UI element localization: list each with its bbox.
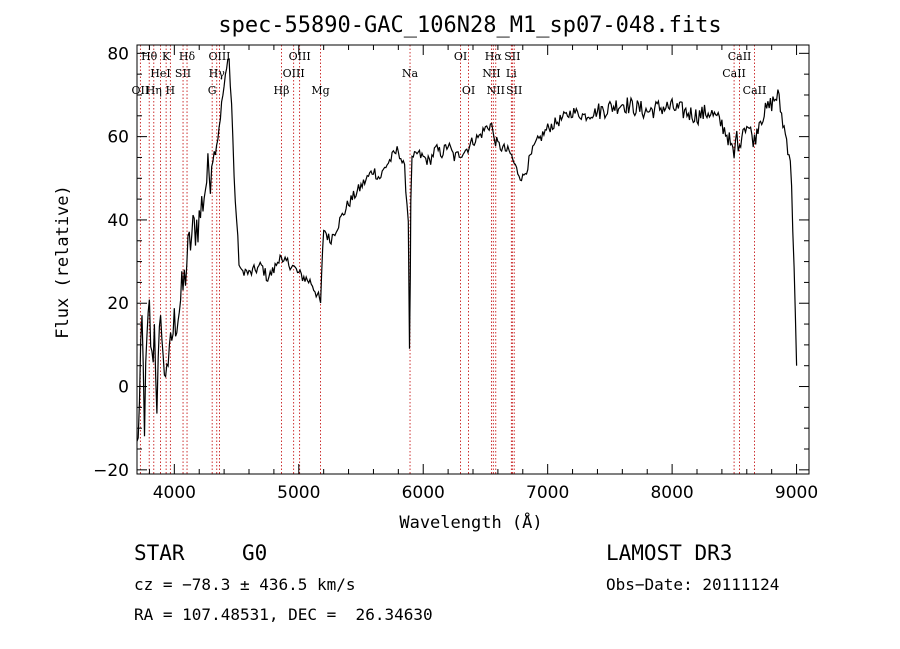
spectral-line-label: SII [504, 50, 520, 63]
spectral-line-label: OIII [208, 50, 230, 63]
spectral-line-label: Na [402, 67, 419, 80]
spectral-line-label: Hθ [141, 50, 158, 63]
spectral-line-label: CaII [722, 67, 746, 80]
x-axis-label: Wavelength (Å) [399, 511, 542, 533]
y-tick-label: −20 [93, 461, 129, 481]
spectral-line-labels: OII Hθ Hη HeI K H SII Hδ G Hγ OIII Hβ OIII OIII Mg Na OI… [132, 50, 767, 97]
axis-ticks: 4000 5000 6000 7000 8000 9000 −20 0 20 40 60 80 [93, 44, 818, 503]
spectral-line-label: OII [132, 84, 150, 97]
y-tick-label: 80 [107, 44, 129, 64]
spectral-line-label: OI [462, 84, 475, 97]
survey-name: LAMOST DR3 [606, 541, 733, 565]
x-tick-label: 5000 [277, 483, 320, 503]
spectral-line-label: Li [506, 67, 517, 80]
y-tick-label: 40 [107, 211, 129, 231]
spectral-line-label: CaII [728, 50, 752, 63]
spectral-line-label: Hη [146, 84, 162, 97]
spectral-line-label: H [166, 84, 176, 97]
spectral-line-label: G [208, 84, 217, 97]
spectral-line-label: Hβ [274, 84, 290, 97]
redshift-velocity: cz = −78.3 ± 436.5 km/s [134, 575, 356, 594]
spectral-line-label: HeI [150, 67, 170, 80]
spectral-line-label: OIII [289, 50, 311, 63]
spectrum-chart: spec-55890-GAC_106N28_M1_sp07-048.fits O… [53, 13, 818, 533]
observation-date: Obs−Date: 20111124 [606, 575, 780, 594]
spectral-line-label: CaII [743, 84, 767, 97]
spectral-line-label: Hδ [179, 50, 196, 63]
spectral-line-label: Mg [311, 84, 329, 97]
spectral-line-label: Hγ [209, 67, 226, 80]
object-subclass: G0 [242, 541, 268, 565]
spectral-line-label: OIII [283, 67, 305, 80]
spectral-line-label: NII [487, 84, 505, 97]
y-axis-label: Flux (relative) [53, 185, 73, 339]
spectral-lines [139, 45, 755, 474]
y-tick-label: 20 [107, 294, 129, 314]
x-tick-label: 4000 [153, 483, 196, 503]
spectral-line-label: OI [454, 50, 467, 63]
y-tick-label: 0 [118, 378, 129, 398]
chart-title: spec-55890-GAC_106N28_M1_sp07-048.fits [218, 13, 721, 38]
plot-frame [136, 44, 810, 475]
x-tick-label: 6000 [402, 483, 445, 503]
x-tick-label: 8000 [650, 483, 693, 503]
spectral-line-label: Hα [485, 50, 503, 63]
coordinates: RA = 107.48531, DEC = 26.34630 [134, 605, 433, 624]
spectral-line-label: SII [506, 84, 522, 97]
spectral-line-label: NII [482, 67, 500, 80]
spectral-line-label: K [162, 50, 171, 63]
x-tick-label: 9000 [775, 483, 818, 503]
x-tick-label: 7000 [526, 483, 569, 503]
spectrum-line [136, 58, 798, 442]
spectral-line-label: SII [175, 67, 191, 80]
y-tick-label: 60 [107, 128, 129, 148]
object-class: STAR [134, 541, 185, 565]
